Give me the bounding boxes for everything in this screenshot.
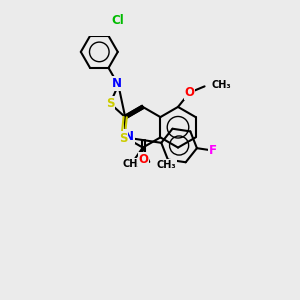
Text: S: S: [106, 97, 114, 110]
Text: CH₃: CH₃: [211, 80, 231, 90]
Text: N: N: [124, 130, 134, 143]
Text: S: S: [119, 132, 127, 145]
Text: O: O: [139, 153, 148, 166]
Text: N: N: [112, 77, 122, 90]
Text: Cl: Cl: [111, 14, 124, 27]
Text: F: F: [209, 144, 217, 157]
Text: CH₃: CH₃: [122, 159, 142, 169]
Text: O: O: [184, 86, 195, 99]
Text: CH₃: CH₃: [157, 160, 176, 170]
